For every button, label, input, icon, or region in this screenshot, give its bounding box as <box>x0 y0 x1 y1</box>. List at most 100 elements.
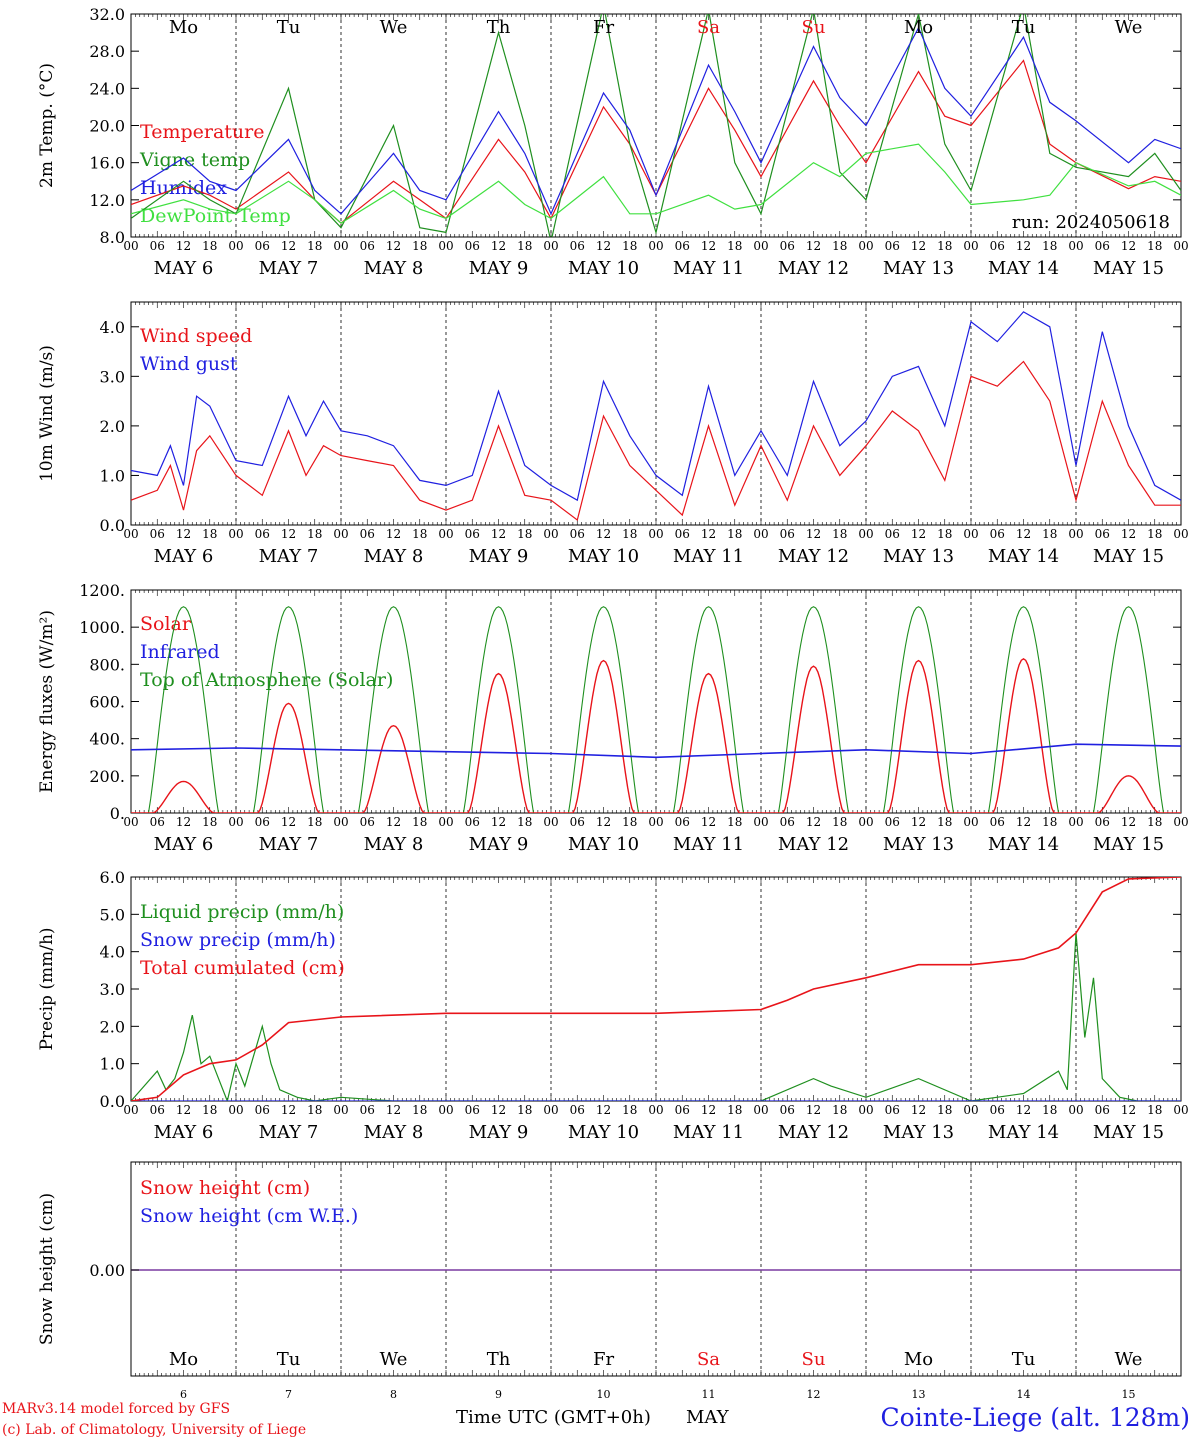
hour-tick-label: 18 <box>412 815 427 829</box>
day-abbr-top: Fr <box>593 17 614 38</box>
hour-tick-label: 18 <box>832 1103 847 1117</box>
hour-tick-label: 06 <box>150 1103 165 1117</box>
legend-humidex: Humidex <box>140 177 227 199</box>
series-group <box>131 311 1181 522</box>
hour-tick-label: 00 <box>543 239 558 253</box>
date-label: MAY 8 <box>364 1122 424 1143</box>
hour-tick-label: 00 <box>963 1103 978 1117</box>
series-total-cumulated-cm <box>131 877 1181 1101</box>
panel-temperature: 8.0 12.0 16.0 20.0 24.0 28.0 32.0 2m Temp. (°C)… <box>37 5 1182 247</box>
hour-tick-label: 06 <box>465 239 480 253</box>
hour-tick-label: 12 <box>701 1103 716 1117</box>
hour-tick-label: 12 <box>1016 1103 1031 1117</box>
hour-tick-label: 12 <box>281 815 296 829</box>
hour-tick-label: 12 <box>176 239 191 253</box>
date-label: MAY 11 <box>673 1122 744 1143</box>
panel-energy: 0. 200. 400. 600. 800. 1000. 1200. Energy fluxe… <box>37 581 1182 823</box>
day-abbr-bottom: Mo <box>169 1349 198 1370</box>
hour-tick-label: 06 <box>780 239 795 253</box>
hour-tick-label: 18 <box>202 239 217 253</box>
date-label: MAY 14 <box>988 1122 1059 1143</box>
date-label: MAY 10 <box>568 834 639 855</box>
hour-tick-label: 00 <box>543 815 558 829</box>
day-abbr-top: We <box>1115 17 1143 38</box>
y-tick-label: 4.0 <box>100 943 125 962</box>
hour-tick-label: 06 <box>570 1103 585 1117</box>
hour-tick-label: 06 <box>360 815 375 829</box>
day-abbr-bottom: We <box>1115 1349 1143 1370</box>
panel-snow: Snow height (cm) Snow height (cm) Snow hei… <box>37 1161 1182 1401</box>
legend-liquid-precip-mm-h: Liquid precip (mm/h) <box>140 901 344 923</box>
hour-tick-label: 18 <box>622 1103 637 1117</box>
hour-tick-label: 06 <box>1095 1103 1110 1117</box>
hour-tick-label: 06 <box>675 815 690 829</box>
hour-strip: 00 06 12 18 00 06 12 18 00 06 12 18 00 06 12 18 00 06 12 18… <box>123 239 1188 279</box>
date-label: MAY 14 <box>988 546 1059 567</box>
date-label: MAY 7 <box>259 546 319 567</box>
date-label: MAY 12 <box>778 546 849 567</box>
y-tick-label: 400. <box>89 730 125 749</box>
day-abbr-bottom: Tu <box>1012 1349 1036 1370</box>
day-abbr-top: Tu <box>1012 17 1036 38</box>
hour-tick-label: 06 <box>255 239 270 253</box>
y-axis-label: Precip (mm/h) <box>37 927 57 1050</box>
hour-tick-label: 06 <box>990 1103 1005 1117</box>
hour-tick-label: 00 <box>123 815 138 829</box>
hour-tick-label: 00 <box>753 239 768 253</box>
date-label: MAY 15 <box>1093 258 1164 279</box>
date-number: 14 <box>1017 1388 1031 1401</box>
hour-tick-label: 12 <box>491 815 506 829</box>
y-tick-label: 12.0 <box>89 191 125 210</box>
hour-tick-label: 18 <box>412 527 427 541</box>
hour-tick-label: 00 <box>228 815 243 829</box>
hour-tick-label: 00 <box>123 1103 138 1117</box>
panel-precip: 0.0 1.0 2.0 3.0 4.0 5.0 6.0 Precip (mm/h) Liquid… <box>37 868 1182 1111</box>
hour-tick-label: 06 <box>255 815 270 829</box>
hour-tick-label: 12 <box>281 239 296 253</box>
legend-dewpoint-temp: DewPoint Temp <box>140 205 291 227</box>
hour-tick-label: 00 <box>1068 815 1083 829</box>
hour-tick-label: 12 <box>1016 527 1031 541</box>
date-label: MAY 14 <box>988 258 1059 279</box>
date-label: MAY 11 <box>673 258 744 279</box>
hour-tick-label: 18 <box>517 1103 532 1117</box>
hour-tick-label: 18 <box>622 815 637 829</box>
legend-top-of-atmosphere-solar: Top of Atmosphere (Solar) <box>140 669 393 691</box>
hour-tick-label: 12 <box>911 239 926 253</box>
hour-tick-label: 00 <box>1173 1103 1188 1117</box>
hour-tick-label: 00 <box>438 527 453 541</box>
series-group <box>131 606 1181 813</box>
y-tick-label: 1.0 <box>100 1055 125 1074</box>
hour-tick-label: 12 <box>386 1103 401 1117</box>
date-label: MAY 9 <box>469 1122 529 1143</box>
x-axis-label: Time UTC (GMT+0h) <box>456 1407 651 1428</box>
hour-tick-label: 06 <box>465 815 480 829</box>
hour-tick-label: 18 <box>1042 815 1057 829</box>
y-tick-label: 0.00 <box>89 1261 125 1280</box>
date-number: 12 <box>807 1388 821 1401</box>
hour-tick-label: 12 <box>281 527 296 541</box>
hour-tick-label: 00 <box>333 815 348 829</box>
series-humidex <box>131 26 1181 216</box>
hour-tick-label: 18 <box>517 527 532 541</box>
y-tick-label: 1.0 <box>100 466 125 485</box>
date-label: MAY 13 <box>883 258 954 279</box>
hour-tick-label: 00 <box>963 815 978 829</box>
date-label: MAY 15 <box>1093 834 1164 855</box>
hour-tick-label: 12 <box>1121 527 1136 541</box>
date-label: MAY 9 <box>469 834 529 855</box>
hour-tick-label: 18 <box>727 815 742 829</box>
series-group <box>131 14 1181 237</box>
hour-tick-label: 00 <box>333 1103 348 1117</box>
hour-tick-label: 12 <box>701 527 716 541</box>
hour-tick-label: 06 <box>150 815 165 829</box>
date-label: MAY 9 <box>469 258 529 279</box>
y-tick-label: 3.0 <box>100 980 125 999</box>
hour-tick-label: 18 <box>937 1103 952 1117</box>
hour-tick-label: 18 <box>937 527 952 541</box>
legend-snow-height-cm-w-e: Snow height (cm W.E.) <box>140 1205 358 1227</box>
date-number: 9 <box>495 1388 502 1401</box>
legend-vigne-temp: Vigne temp <box>139 149 250 171</box>
hour-tick-label: 06 <box>1095 527 1110 541</box>
hour-tick-label: 06 <box>780 527 795 541</box>
